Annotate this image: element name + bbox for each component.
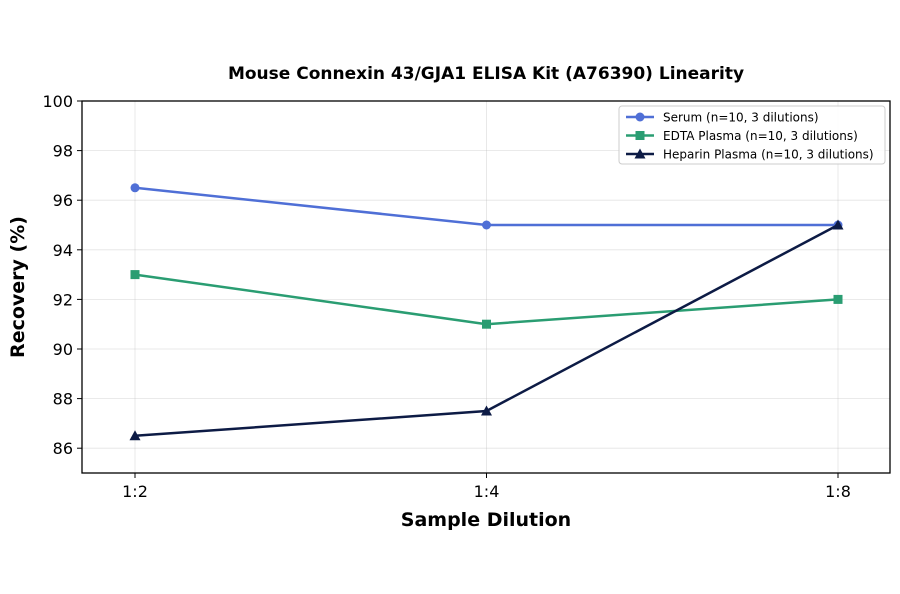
legend-label: Serum (n=10, 3 dilutions) [663, 111, 819, 125]
x-axis-label: Sample Dilution [401, 509, 571, 531]
legend-item: EDTA Plasma (n=10, 3 dilutions) [626, 129, 858, 143]
ticks-layer: 1:2 1:4 1:8 86 88 90 92 94 96 98 100 [42, 92, 850, 501]
y-tick-label: 100 [42, 92, 73, 111]
legend: Serum (n=10, 3 dilutions) EDTA Plasma (n=… [618, 105, 886, 165]
y-axis-label: Recovery (%) [7, 216, 29, 358]
y-tick-label: 86 [53, 439, 73, 458]
legend-box [618, 105, 886, 165]
y-tick-label: 92 [53, 290, 73, 309]
chart-title: Mouse Connexin 43/GJA1 ELISA Kit (A76390… [228, 64, 744, 84]
series-3 [129, 219, 844, 441]
series-layer [129, 183, 844, 441]
data-point [129, 430, 141, 441]
data-point [130, 183, 140, 193]
legend-item: Heparin Plasma (n=10, 3 dilutions) [626, 148, 874, 162]
y-tick-label: 94 [53, 241, 73, 260]
legend-label: EDTA Plasma (n=10, 3 dilutions) [663, 129, 858, 143]
series-2 [130, 270, 843, 329]
y-tick-label: 90 [53, 340, 73, 359]
x-tick-label: 1:8 [825, 482, 851, 501]
data-point [833, 294, 843, 304]
x-tick-label: 1:4 [474, 482, 500, 501]
data-point [481, 405, 492, 416]
y-tick-label: 96 [53, 191, 73, 210]
x-tick-label: 1:2 [122, 482, 148, 501]
data-point [130, 270, 140, 280]
data-point [482, 220, 491, 230]
legend-item: Serum (n=10, 3 dilutions) [626, 111, 819, 125]
legend-label: Heparin Plasma (n=10, 3 dilutions) [663, 148, 874, 162]
legend-marker [635, 112, 645, 122]
legend-marker [635, 131, 645, 140]
data-point [482, 319, 491, 329]
y-tick-label: 98 [53, 142, 73, 161]
y-tick-label: 88 [53, 390, 73, 409]
legend-marker [634, 148, 646, 159]
data-point [832, 219, 844, 230]
